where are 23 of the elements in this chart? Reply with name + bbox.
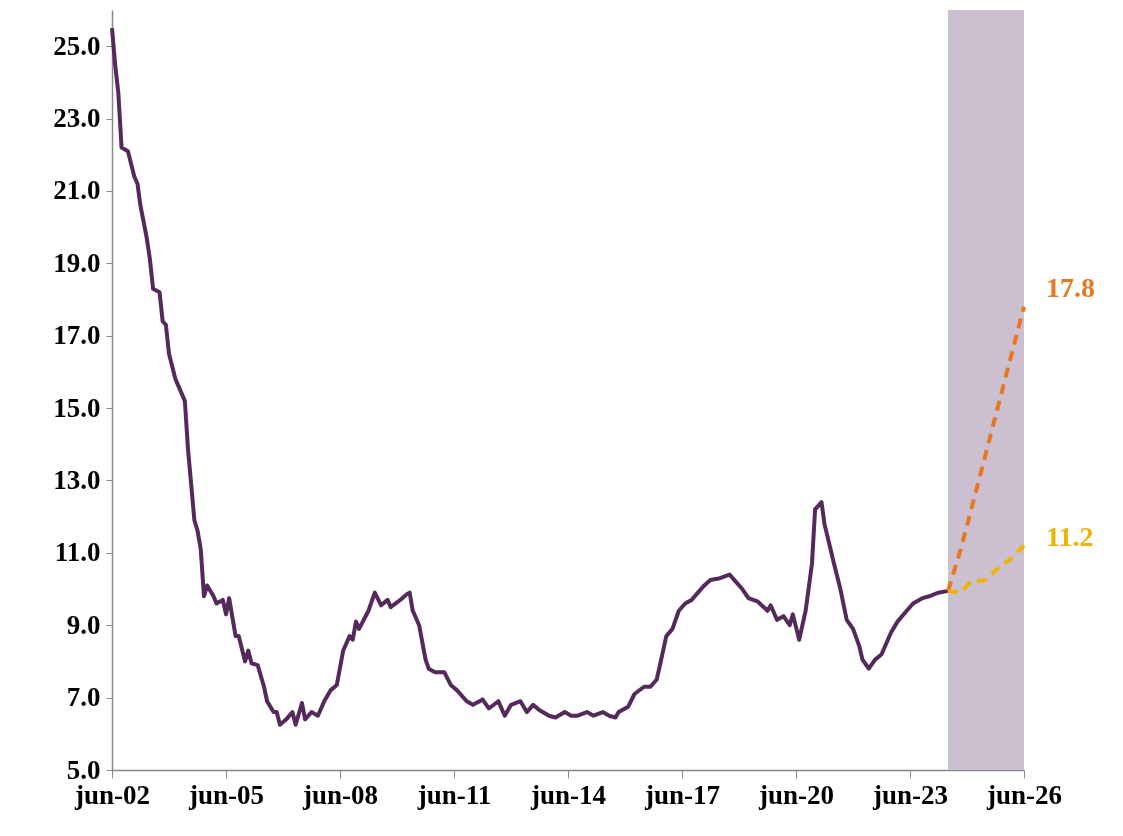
y-tick-label: 11.0	[54, 537, 101, 568]
annotation: 11.2	[1046, 520, 1094, 552]
y-tick-label: 17.0	[53, 320, 101, 351]
y-tick-label: 9.0	[66, 609, 101, 640]
y-tick-label: 25.0	[53, 30, 101, 61]
y-tick-label: 7.0	[66, 682, 101, 713]
x-tick-label: jun-26	[985, 779, 1063, 810]
y-tick-label: 21.0	[53, 175, 101, 206]
x-tick-label: jun-08	[302, 779, 379, 810]
y-tick-label: 23.0	[53, 103, 101, 134]
x-tick-label: jun-17	[644, 779, 721, 810]
line-series	[946, 304, 1026, 593]
annotation: 17.8	[1046, 271, 1095, 303]
line-series	[946, 543, 1026, 595]
y-tick-label: 19.0	[53, 247, 101, 278]
x-tick-label: jun-14	[529, 779, 607, 810]
y-tick-label: 15.0	[53, 392, 101, 423]
line-series	[110, 26, 951, 727]
x-tick-label: jun-05	[188, 779, 265, 810]
x-tick-label: jun-23	[871, 779, 948, 810]
y-tick-label: 13.0	[53, 464, 101, 495]
x-tick-label: jun-11	[416, 779, 492, 810]
x-tick-label: jun-20	[758, 779, 835, 810]
